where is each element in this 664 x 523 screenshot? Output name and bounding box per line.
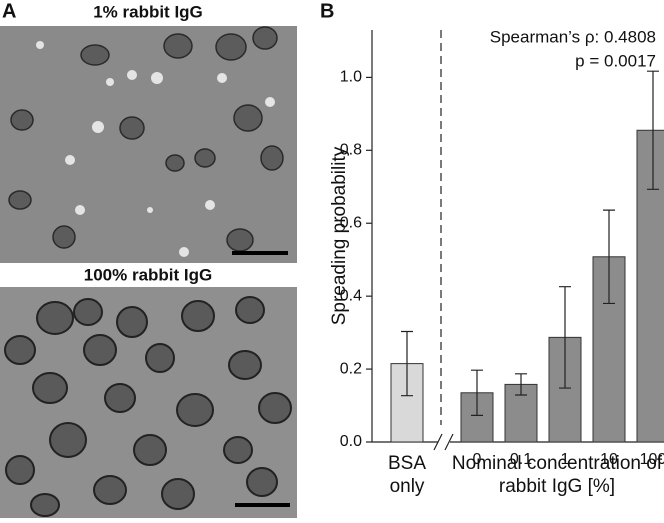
- y-tick-label: 0.6: [340, 214, 362, 231]
- error-bar: [401, 330, 413, 397]
- image-title: 1% rabbit IgG: [93, 2, 203, 21]
- x-tick-label: 0.1: [510, 451, 532, 468]
- y-tick-label: 0.0: [340, 433, 362, 450]
- micrograph: [0, 26, 297, 263]
- panel-label: B: [320, 0, 334, 22]
- y-tick-label: 0.8: [340, 142, 362, 159]
- bar: [592, 256, 626, 443]
- error-bar: [471, 369, 483, 416]
- axis-break: [433, 433, 454, 451]
- x-tick-label: 10: [600, 451, 618, 468]
- x-tick-label: BSA only: [387, 453, 427, 497]
- annotation: Spearman’s ρ: 0.4808: [490, 27, 656, 46]
- annotation: p = 0.0017: [575, 51, 656, 70]
- x-axis-label: Nominal concentration of rabbit IgG [%]: [451, 453, 663, 497]
- error-bar: [515, 373, 527, 396]
- y-tick-label: 1.0: [340, 69, 362, 86]
- image-title: 100% rabbit IgG: [84, 265, 212, 284]
- y-tick-label: 0.2: [340, 360, 362, 377]
- micrograph: [0, 287, 297, 518]
- x-tick-label: 1: [561, 451, 570, 468]
- x-tick-label: 0: [473, 451, 482, 468]
- bar: [390, 363, 424, 443]
- y-tick-label: 0.4: [340, 287, 362, 304]
- error-bar: [603, 209, 615, 305]
- y-axis-label: Spreading probability: [329, 146, 350, 325]
- error-bar: [647, 70, 659, 190]
- bar: [636, 129, 664, 443]
- panel-label: A: [2, 0, 16, 22]
- x-tick-label: 100: [640, 451, 664, 468]
- error-bar: [559, 286, 571, 389]
